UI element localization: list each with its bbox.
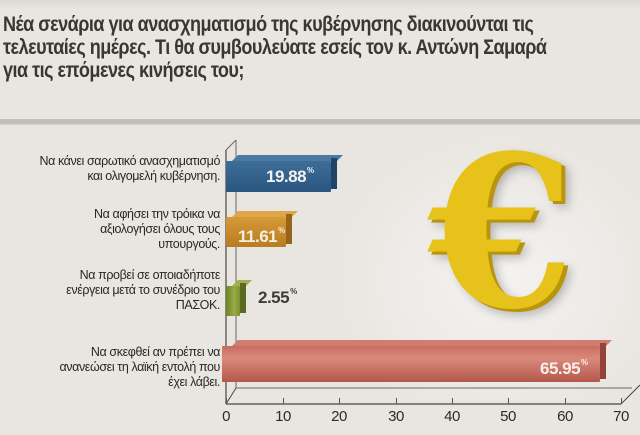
bar-label: Να σκεφθεί αν πρέπει να ανανεώσει τη λαϊ…	[59, 345, 220, 390]
x-tick-label: 10	[275, 408, 291, 425]
title-line: Νέα σενάρια για ανασχηματισμό της κυβέρν…	[3, 13, 534, 36]
x-tick-label: 60	[557, 408, 573, 425]
label-line: ενέργεια μετά το συνέδριο του	[66, 283, 220, 297]
x-tick	[565, 398, 566, 404]
label-line: ΠΑΣΟΚ.	[175, 298, 221, 312]
divider	[0, 119, 640, 125]
top-band	[0, 0, 640, 10]
x-tick	[226, 398, 227, 404]
bar-front	[222, 346, 600, 382]
euro-icon: €	[428, 109, 575, 356]
value: 2.55	[258, 288, 290, 307]
label-line: Να σκεφθεί αν πρέπει να	[90, 345, 221, 359]
bar-side	[240, 283, 246, 313]
title-line: για τις επόμενες κινήσεις του;	[3, 59, 244, 82]
x-tick-label: 20	[331, 408, 347, 425]
bar-front	[226, 161, 331, 192]
chart-title: Νέα σενάρια για ανασχηματισμό της κυβέρν…	[3, 13, 639, 82]
bar-label: Να αφήσει την τρόικα να αξιολογήσει όλου…	[94, 207, 220, 252]
percent-sign: %	[581, 358, 588, 367]
label-line: Να κάνει σαρωτικό ανασχηματισμό	[39, 154, 220, 168]
x-tick	[452, 398, 453, 404]
bar-label: Να προβεί σε οποιαδήποτε ενέργεια μετά τ…	[66, 268, 220, 313]
percent-sign: %	[307, 166, 314, 175]
bar-side	[331, 158, 337, 189]
percent-sign: %	[290, 287, 297, 296]
label-line: υπουργούς.	[158, 237, 220, 251]
bar-front	[226, 217, 286, 247]
value: 65.95	[540, 359, 581, 378]
bar-label: Να κάνει σαρωτικό ανασχηματισμό και ολιγ…	[39, 154, 220, 184]
label-line: αξιολογήσει όλους τους	[100, 222, 220, 236]
label-line: Να προβεί σε οποιαδήποτε	[79, 268, 221, 282]
x-tick-label: 70	[613, 408, 629, 425]
label-line: Να αφήσει την τρόικα να	[93, 207, 220, 221]
x-tick	[508, 398, 509, 404]
value: 11.61	[238, 227, 278, 246]
x-tick-label: 50	[500, 408, 516, 425]
x-tick-label: 40	[444, 408, 460, 425]
value: 19.88	[266, 167, 307, 186]
x-tick-label: 0	[222, 408, 230, 425]
x-tick	[396, 398, 397, 404]
title-line: τελευταίες ημέρες. Τι θα συμβουλεύατε εσ…	[3, 36, 547, 59]
x-tick	[621, 398, 622, 404]
percent-sign: %	[278, 226, 285, 235]
value-label: 19.88%	[266, 166, 314, 187]
value-label: 2.55%	[258, 287, 297, 308]
x-tick-label: 30	[388, 408, 404, 425]
label-line: ανανεώσει τη λαϊκή εντολή που	[59, 360, 220, 374]
bar-front	[226, 286, 240, 316]
x-tick	[339, 398, 340, 404]
value-label: 65.95%	[540, 358, 588, 379]
value-label: 11.61%	[238, 226, 285, 247]
bar-side	[286, 214, 292, 244]
label-line: και ολιγομελή κυβέρνηση.	[87, 169, 220, 183]
bar-side	[600, 343, 606, 379]
x-tick	[283, 398, 284, 404]
label-line: έχει λάβει.	[168, 375, 220, 389]
